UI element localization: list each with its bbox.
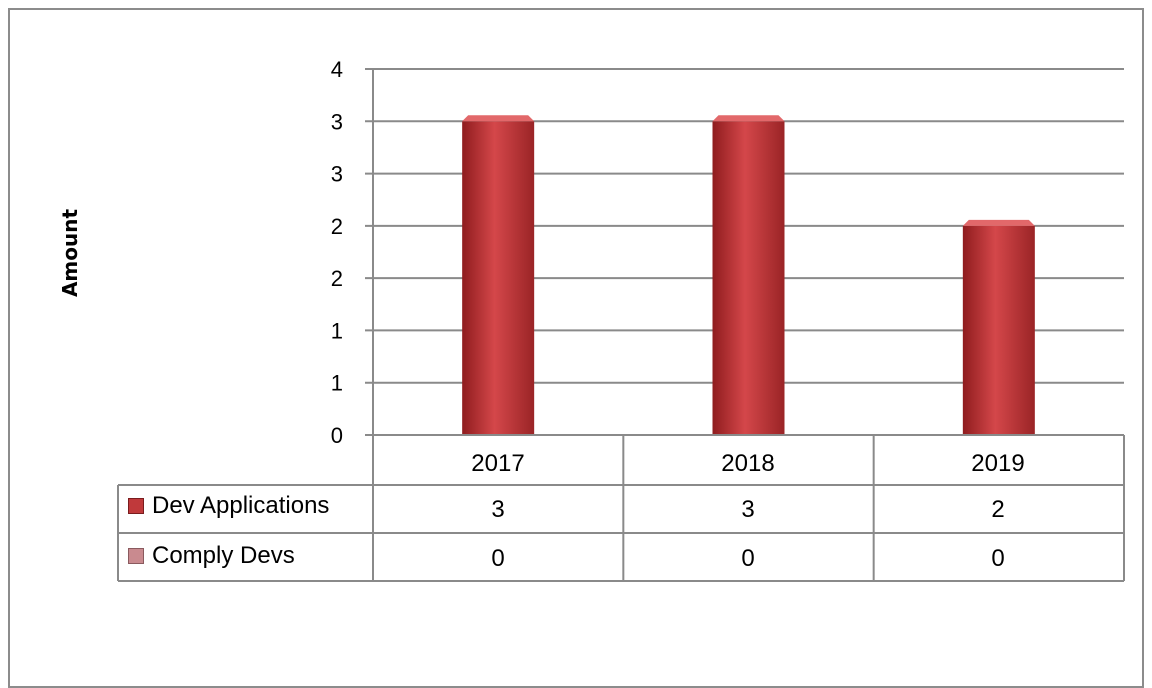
- y-axis-label: Amount: [58, 208, 82, 298]
- table-cell-dev-2019: 2: [991, 496, 1005, 523]
- y-tick-label: 2: [331, 266, 343, 291]
- category-label-2017: 2017: [471, 450, 525, 477]
- legend-label-dev-applications: Dev Applications: [152, 492, 330, 519]
- table-cell-comply-2017: 0: [491, 545, 505, 572]
- y-tick-label: 3: [331, 162, 343, 187]
- y-axis-ticks: 0 1 1 2 2 3 3 4: [331, 57, 343, 448]
- bar-top-cap: [462, 115, 535, 122]
- y-tick-label: 1: [331, 371, 343, 396]
- y-tick-label: 1: [331, 318, 343, 343]
- table-cell-comply-2018: 0: [741, 545, 755, 572]
- bar-top-cap: [712, 115, 785, 122]
- legend-label-comply-devs: Comply Devs: [152, 542, 295, 569]
- category-label-2018: 2018: [721, 450, 775, 477]
- bar-dev-applications-2018: [712, 121, 785, 436]
- legend-swatch-dev-applications: [128, 498, 144, 514]
- legend-comply-devs: Comply Devs: [128, 542, 295, 570]
- category-label-2019: 2019: [971, 450, 1025, 477]
- bar-dev-applications-2019: [962, 225, 1035, 435]
- y-tick-label: 3: [331, 109, 343, 134]
- y-tick-label: 2: [331, 214, 343, 239]
- legend-dev-applications: Dev Applications: [128, 492, 329, 520]
- chart-canvas: 0 1 1 2 2 3 3 4: [117, 57, 1125, 582]
- legend-swatch-comply-devs: [128, 548, 144, 564]
- table-cell-dev-2018: 3: [741, 496, 755, 523]
- data-table-grid: [117, 434, 1125, 582]
- y-tick-label: 4: [331, 57, 343, 82]
- bars: [462, 115, 1035, 436]
- bar-top-cap: [962, 219, 1035, 226]
- table-cell-comply-2019: 0: [991, 545, 1005, 572]
- y-tick-label: 0: [331, 423, 343, 448]
- table-cell-dev-2017: 3: [491, 496, 505, 523]
- bar-dev-applications-2017: [462, 121, 535, 436]
